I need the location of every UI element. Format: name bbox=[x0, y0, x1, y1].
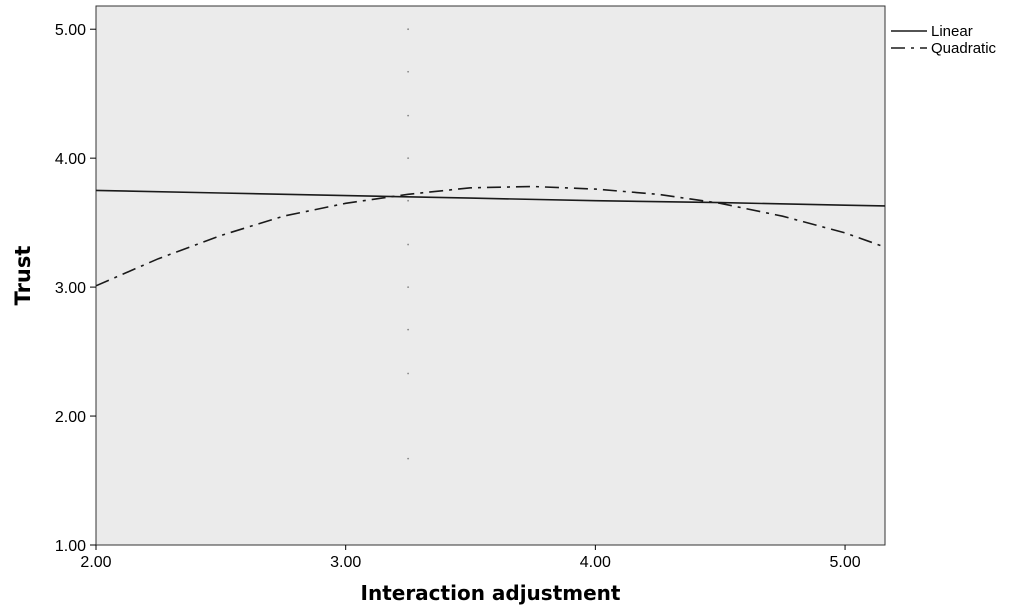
reference-point bbox=[407, 157, 410, 160]
reference-point bbox=[407, 372, 410, 375]
y-axis: 1.00 2.00 3.00 4.00 5.00 bbox=[55, 22, 96, 555]
reference-point bbox=[407, 70, 410, 73]
x-tick-label: 2.00 bbox=[80, 554, 111, 571]
reference-point bbox=[407, 457, 410, 460]
x-axis: 2.00 3.00 4.00 5.00 bbox=[80, 545, 861, 571]
plot-area bbox=[95, 5, 886, 546]
reference-point bbox=[407, 114, 410, 117]
x-axis-title: Interaction adjustment bbox=[361, 581, 621, 605]
reference-point bbox=[407, 286, 410, 289]
reference-point bbox=[407, 328, 410, 331]
series-line-linear bbox=[95, 189, 886, 207]
legend-label-linear: Linear bbox=[931, 23, 973, 40]
y-axis-title: Trust bbox=[11, 246, 35, 306]
y-tick-label: 5.00 bbox=[55, 22, 86, 39]
reference-points bbox=[407, 28, 410, 460]
reference-point bbox=[407, 28, 410, 31]
y-tick-label: 2.00 bbox=[55, 409, 86, 426]
reference-point bbox=[407, 243, 410, 246]
y-tick-label: 1.00 bbox=[55, 538, 86, 555]
y-tick-label: 3.00 bbox=[55, 280, 86, 297]
reference-point bbox=[407, 199, 410, 202]
x-tick-label: 3.00 bbox=[330, 554, 361, 571]
series-layer bbox=[95, 185, 886, 287]
series-line-quadratic bbox=[95, 185, 886, 287]
y-tick-label: 4.00 bbox=[55, 151, 86, 168]
legend-label-quadratic: Quadratic bbox=[931, 40, 997, 57]
x-tick-label: 5.00 bbox=[829, 554, 860, 571]
x-tick-label: 4.00 bbox=[580, 554, 611, 571]
